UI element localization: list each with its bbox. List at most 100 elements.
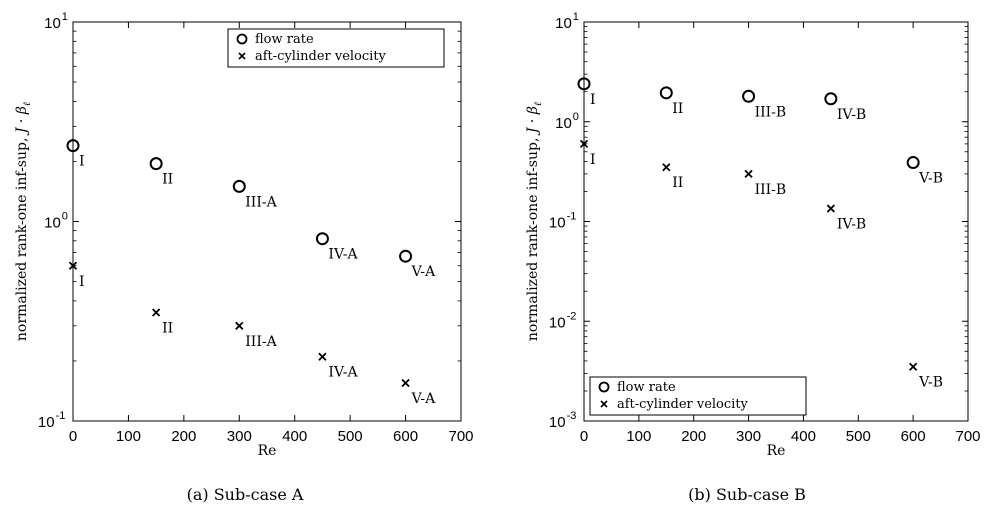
y-axis-label-text: normalized rank-one inf-sup, — [14, 133, 30, 341]
x-tick-label: 0 — [69, 428, 77, 445]
flow-rate-marker — [906, 156, 920, 170]
y-tick-exponent: 1 — [62, 11, 68, 23]
aft-cylinder-velocity-marker — [401, 378, 410, 388]
point-label: III-A — [245, 194, 277, 210]
aft-cylinder-velocity-marker — [826, 204, 835, 213]
flow-rate-marker — [577, 77, 591, 91]
legend-x-marker — [238, 52, 246, 60]
flow-rate-marker — [149, 157, 163, 171]
subfigure-caption: (b) Sub-case B — [688, 485, 806, 504]
flow-rate-marker — [742, 89, 756, 103]
y-tick-base: 10 — [555, 15, 572, 32]
x-tick-label: 400 — [791, 428, 816, 445]
y-tick-base: 10 — [549, 314, 566, 331]
y-axis-label-subscript: ℓ — [533, 102, 544, 106]
legend-label: flow rate — [255, 32, 314, 47]
x-tick-label: 600 — [901, 428, 926, 445]
point-label: II — [672, 175, 683, 191]
y-tick-base: 10 — [549, 414, 566, 431]
point-label: II — [162, 172, 173, 188]
point-label: IV-B — [837, 107, 866, 123]
y-tick-base: 10 — [38, 414, 55, 431]
point-label: V-B — [918, 375, 943, 391]
legend-label: aft-cylinder velocity — [617, 397, 749, 412]
y-tick-label: 10 0 — [555, 111, 579, 132]
point-label: V-A — [411, 391, 437, 407]
point-label: IV-A — [328, 247, 358, 263]
aft-cylinder-velocity-marker — [152, 308, 161, 317]
chart-panel-a: 10 -110 010 10 100 200 300 400 500 600 700Renormal… — [14, 11, 474, 504]
x-tick-label: 700 — [955, 428, 980, 445]
point-label: I — [590, 152, 596, 168]
flow-rate-marker — [66, 139, 80, 153]
point-label: IV-B — [837, 216, 866, 232]
aft-cylinder-velocity-marker — [318, 352, 327, 361]
y-tick-exponent: 0 — [573, 111, 579, 123]
legend-box — [227, 28, 445, 68]
chart-panel-b: 10 -310 -210 -110 010 10 100 200 300 400 500 600 700… — [525, 11, 981, 504]
x-tick-label: 100 — [626, 428, 651, 445]
x-tick-label: 500 — [338, 428, 363, 445]
y-tick-exponent: -1 — [56, 410, 66, 422]
y-axis-label-math: J · β — [525, 106, 541, 136]
y-tick-label: 10 1 — [44, 11, 68, 32]
y-tick-label: 10 0 — [44, 211, 68, 232]
y-tick-label: 10 -1 — [549, 211, 576, 232]
legend-circle-marker — [598, 381, 610, 393]
x-tick-label: 100 — [116, 428, 141, 445]
point-label: II — [672, 101, 683, 117]
point-label: V-A — [411, 264, 437, 280]
legend: flow rate aft-cylinder velocity — [227, 28, 445, 68]
x-tick-label: 700 — [448, 428, 473, 445]
aft-cylinder-velocity-marker — [579, 139, 589, 149]
flow-rate-marker — [399, 249, 413, 263]
legend-x-marker — [600, 400, 608, 408]
y-tick-base: 10 — [44, 215, 61, 232]
y-tick-base: 10 — [555, 115, 572, 132]
point-label: IV-A — [328, 365, 358, 381]
y-tick-exponent: 1 — [573, 11, 579, 23]
x-tick-label: 200 — [171, 428, 196, 445]
x-tick-label: 300 — [736, 428, 761, 445]
aft-cylinder-velocity-marker — [662, 163, 671, 172]
flow-rate-marker — [659, 86, 673, 100]
x-tick-label: 200 — [681, 428, 706, 445]
y-tick-exponent: -1 — [567, 211, 577, 223]
y-tick-base: 10 — [44, 15, 61, 32]
point-label: II — [162, 320, 173, 336]
aft-cylinder-velocity-marker — [235, 321, 244, 330]
flow-rate-marker — [232, 179, 246, 193]
point-label: III-B — [755, 182, 787, 198]
y-axis-label-math: J · β — [14, 106, 30, 136]
y-tick-exponent: 0 — [62, 211, 68, 223]
plot-frame — [583, 21, 969, 422]
x-tick-label: 300 — [227, 428, 252, 445]
y-axis-label: normalized rank-one inf-sup, J · βℓ — [525, 102, 544, 341]
y-tick-exponent: -3 — [567, 410, 577, 422]
y-axis-label: normalized rank-one inf-sup, J · βℓ — [14, 102, 33, 341]
flow-rate-marker — [824, 92, 838, 106]
x-tick-label: 0 — [580, 428, 588, 445]
y-axis-label-text: normalized rank-one inf-sup, — [525, 133, 541, 341]
y-tick-label: 10 1 — [555, 11, 579, 32]
legend-circle-marker — [236, 33, 248, 45]
plot-frame — [72, 21, 462, 422]
point-label: I — [590, 92, 596, 108]
point-label: I — [79, 274, 85, 290]
x-axis-label: Re — [258, 443, 277, 459]
y-tick-label: 10 -2 — [549, 310, 576, 331]
aft-cylinder-velocity-marker — [909, 362, 918, 371]
aft-cylinder-velocity-marker — [68, 261, 78, 270]
point-label: I — [79, 154, 85, 170]
x-tick-label: 400 — [282, 428, 307, 445]
point-label: III-A — [245, 334, 277, 350]
x-tick-label: 500 — [846, 428, 871, 445]
legend-box — [589, 376, 807, 416]
subfigure-caption: (a) Sub-case A — [187, 485, 304, 504]
x-tick-label: 600 — [393, 428, 418, 445]
y-tick-label: 10 -3 — [549, 410, 576, 431]
legend: flow rate aft-cylinder velocity — [589, 376, 807, 416]
x-axis-label: Re — [767, 443, 786, 459]
y-tick-label: 10 -1 — [38, 410, 65, 431]
